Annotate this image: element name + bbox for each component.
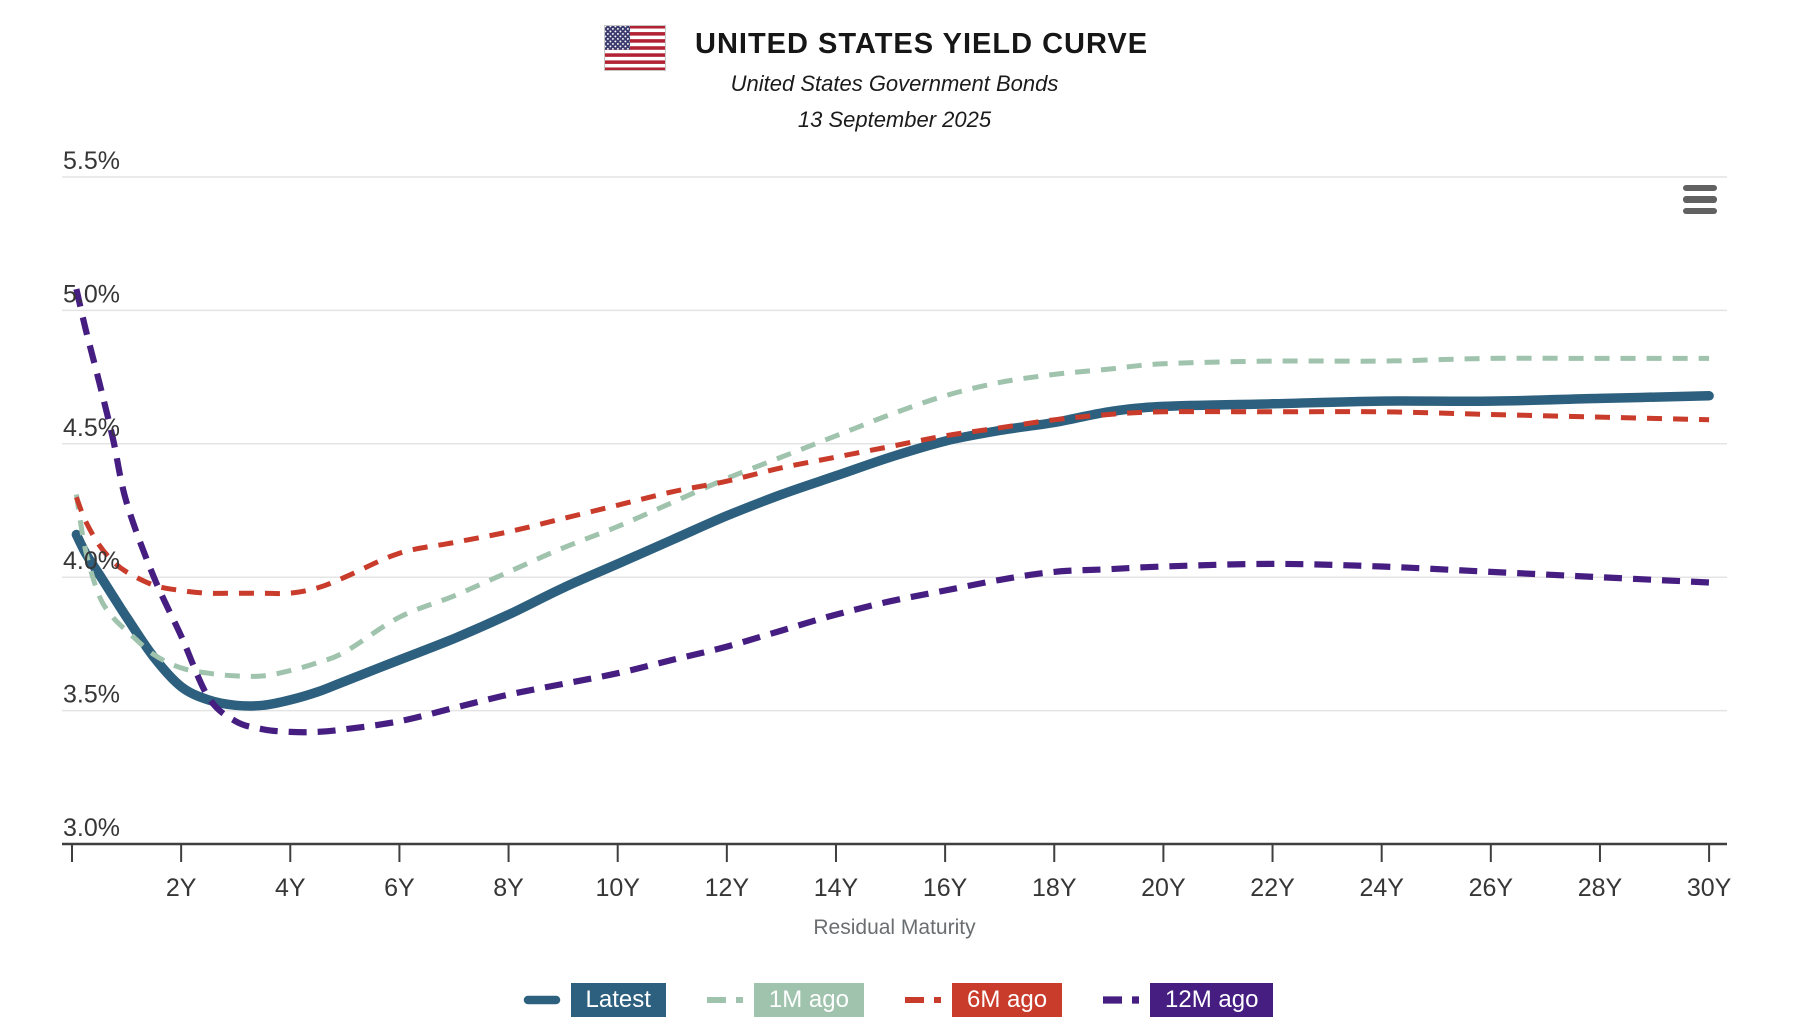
series-line-1m-ago <box>73 355 1710 679</box>
x-axis-label: 12Y <box>705 874 750 902</box>
latest-line-sample <box>523 995 560 1005</box>
y-axis-label: 3.0% <box>63 814 120 842</box>
legend-item-6m-ago[interactable]: 6M ago <box>904 983 1063 1017</box>
y-axis-label: 4.0% <box>63 547 120 575</box>
12m-ago-label-chip: 12M ago <box>1150 983 1274 1017</box>
legend: Latest 1M ago 6M ago 12M ago <box>0 983 1796 1017</box>
y-axis-label: 3.5% <box>63 681 120 709</box>
x-axis-label: 30Y <box>1687 874 1732 902</box>
latest-label-chip: Latest <box>570 983 666 1017</box>
x-axis-label: 28Y <box>1578 874 1623 902</box>
us-flag-icon <box>604 25 666 71</box>
x-axis-label: 20Y <box>1141 874 1186 902</box>
legend-item-latest[interactable]: Latest <box>523 983 666 1017</box>
12m-ago-line-sample <box>1103 996 1140 1004</box>
x-axis-label: 6Y <box>384 874 415 902</box>
1m-ago-label-chip: 1M ago <box>753 983 864 1017</box>
series-line-12m-ago <box>73 288 1710 736</box>
hamburger-bar <box>1683 196 1717 203</box>
1m-ago-line-sample <box>706 997 743 1003</box>
hamburger-bar <box>1683 207 1717 214</box>
hamburger-menu-icon[interactable] <box>1683 185 1717 214</box>
x-axis-label: 2Y <box>166 874 197 902</box>
x-axis-label: 14Y <box>814 874 859 902</box>
x-axis-title: Residual Maturity <box>813 916 976 939</box>
x-axis-label: 22Y <box>1250 874 1295 902</box>
y-axis-label: 5.5% <box>63 147 120 175</box>
series-line-6m-ago <box>74 409 1710 597</box>
chart-date: 13 September 2025 <box>797 107 992 132</box>
x-axis-label: 18Y <box>1032 874 1077 902</box>
chart-subtitle: United States Government Bonds <box>730 71 1059 96</box>
y-axis-label: 5.0% <box>63 280 120 308</box>
y-axis-label: 4.5% <box>63 414 120 442</box>
x-axis-label: 4Y <box>275 874 306 902</box>
x-axis-label: 8Y <box>493 874 524 902</box>
series-line-latest <box>71 391 1714 711</box>
hamburger-bar <box>1683 185 1717 192</box>
page-title: UNITED STATES YIELD CURVE <box>695 28 1149 60</box>
x-axis-label: 16Y <box>923 874 968 902</box>
6m-ago-line-sample <box>904 997 941 1003</box>
legend-item-1m-ago[interactable]: 1M ago <box>706 983 864 1017</box>
x-axis-label: 10Y <box>595 874 640 902</box>
x-axis-label: 24Y <box>1359 874 1404 902</box>
legend-item-12m-ago[interactable]: 12M ago <box>1102 983 1274 1017</box>
x-axis-label: 26Y <box>1469 874 1514 902</box>
6m-ago-label-chip: 6M ago <box>951 983 1063 1017</box>
